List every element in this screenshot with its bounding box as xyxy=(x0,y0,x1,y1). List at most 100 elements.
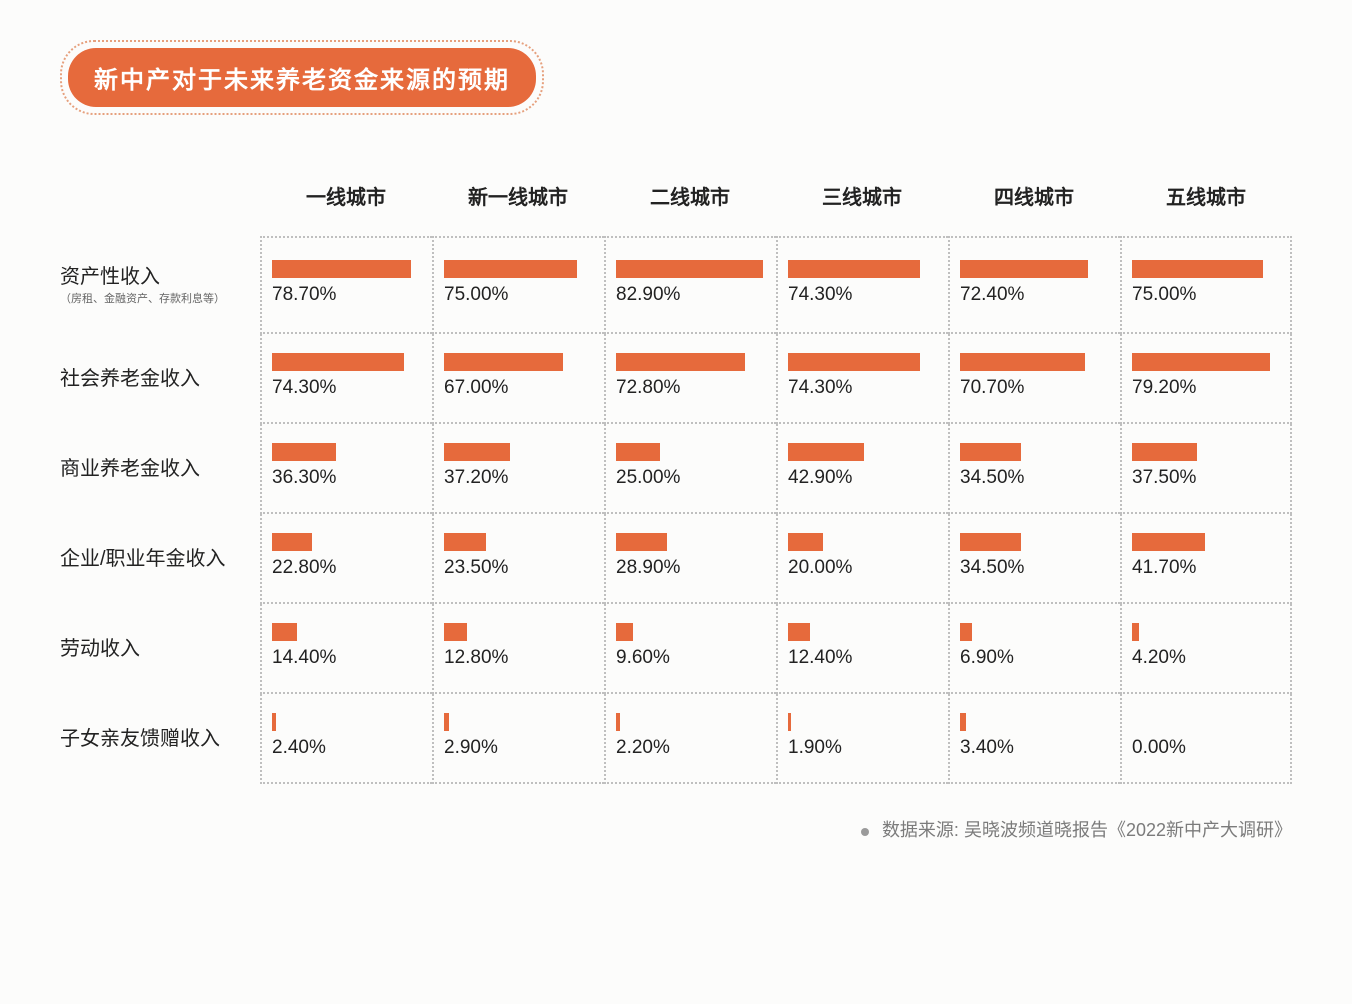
data-cell: 72.40% xyxy=(948,236,1120,334)
data-row: 商业养老金收入 36.30% 37.20% 25.00% 42.90% 34.50% 37.… xyxy=(60,424,1292,514)
bar xyxy=(788,533,823,551)
bar-track xyxy=(272,443,422,461)
data-cell: 6.90% xyxy=(948,604,1120,694)
data-cell: 82.90% xyxy=(604,236,776,334)
bar-track xyxy=(960,443,1110,461)
data-cell: 72.80% xyxy=(604,334,776,424)
source-text: 吴晓波频道晓报告《2022新中产大调研》 xyxy=(964,820,1292,840)
percent-value: 75.00% xyxy=(1132,284,1280,306)
percent-value: 0.00% xyxy=(1132,737,1280,759)
row-label: 企业/职业年金收入 xyxy=(60,514,260,604)
bar xyxy=(1132,533,1205,551)
column-headers: 一线城市新一线城市二线城市三线城市四线城市五线城市 xyxy=(60,163,1292,232)
bar-track xyxy=(616,260,766,278)
bar-track xyxy=(272,623,422,641)
data-cell: 74.30% xyxy=(776,236,948,334)
bar xyxy=(444,353,563,371)
percent-value: 22.80% xyxy=(272,557,422,579)
row-sublabel: （房租、金融资产、存款利息等） xyxy=(60,292,250,306)
bar-track xyxy=(960,353,1110,371)
bar-track xyxy=(1132,443,1280,461)
percent-value: 74.30% xyxy=(272,377,422,399)
bar xyxy=(1132,623,1139,641)
row-label: 劳动收入 xyxy=(60,604,260,694)
row-label: 资产性收入 （房租、金融资产、存款利息等） xyxy=(60,236,260,334)
data-cell: 2.90% xyxy=(432,694,604,784)
bar xyxy=(272,260,411,278)
bar-track xyxy=(444,623,594,641)
data-cell: 37.50% xyxy=(1120,424,1292,514)
bar-track xyxy=(616,353,766,371)
bar-track xyxy=(1132,623,1280,641)
bar xyxy=(960,443,1021,461)
percent-value: 75.00% xyxy=(444,284,594,306)
bar-track xyxy=(788,623,938,641)
percent-value: 25.00% xyxy=(616,467,766,489)
data-cell: 74.30% xyxy=(776,334,948,424)
bar-track xyxy=(272,353,422,371)
column-header: 四线城市 xyxy=(948,163,1120,232)
bar-track xyxy=(616,443,766,461)
bar-track xyxy=(616,623,766,641)
percent-value: 79.20% xyxy=(1132,377,1280,399)
data-row: 企业/职业年金收入 22.80% 23.50% 28.90% 20.00%34.50% 4… xyxy=(60,514,1292,604)
data-row: 劳动收入14.40%12.80%9.60%12.40%6.90%4.20% xyxy=(60,604,1292,694)
bar-track xyxy=(788,533,938,551)
column-header: 二线城市 xyxy=(604,163,776,232)
percent-value: 14.40% xyxy=(272,647,422,669)
bar xyxy=(788,713,791,731)
bar xyxy=(960,533,1021,551)
bar xyxy=(788,353,920,371)
data-cell: 34.50% xyxy=(948,514,1120,604)
title-outline: 新中产对于未来养老资金来源的预期 xyxy=(60,40,544,115)
data-source: 数据来源: 吴晓波频道晓报告《2022新中产大调研》 xyxy=(60,816,1292,842)
percent-value: 41.70% xyxy=(1132,557,1280,579)
data-cell: 12.80% xyxy=(432,604,604,694)
row-label-text: 资产性收入 xyxy=(60,264,250,290)
percent-value: 6.90% xyxy=(960,647,1110,669)
bar-track xyxy=(1132,533,1280,551)
bar-track xyxy=(616,713,766,731)
bar xyxy=(444,260,577,278)
bar xyxy=(1132,443,1197,461)
bar-track xyxy=(272,713,422,731)
data-cell: 75.00% xyxy=(432,236,604,334)
data-row: 社会养老金收入74.30%67.00%72.80%74.30%70.70%79.… xyxy=(60,334,1292,424)
percent-value: 37.20% xyxy=(444,467,594,489)
percent-value: 37.50% xyxy=(1132,467,1280,489)
data-cell: 34.50% xyxy=(948,424,1120,514)
column-header: 新一线城市 xyxy=(432,163,604,232)
bar xyxy=(788,623,810,641)
bar-track xyxy=(960,713,1110,731)
percent-value: 12.80% xyxy=(444,647,594,669)
data-cell: 36.30% xyxy=(260,424,432,514)
percent-value: 23.50% xyxy=(444,557,594,579)
percent-value: 74.30% xyxy=(788,377,938,399)
percent-value: 72.80% xyxy=(616,377,766,399)
column-header: 五线城市 xyxy=(1120,163,1292,232)
bar-track xyxy=(788,353,938,371)
bar xyxy=(788,443,864,461)
data-cell: 75.00% xyxy=(1120,236,1292,334)
rows-container: 资产性收入（房租、金融资产、存款利息等）78.70%75.00%82.90%74… xyxy=(60,236,1292,784)
bar-track xyxy=(444,260,594,278)
row-label-text: 商业养老金收入 xyxy=(60,456,250,482)
row-label-text: 劳动收入 xyxy=(60,636,250,662)
percent-value: 34.50% xyxy=(960,467,1110,489)
data-cell: 12.40% xyxy=(776,604,948,694)
bar-track xyxy=(1132,353,1280,371)
bar xyxy=(272,533,312,551)
percent-value: 74.30% xyxy=(788,284,938,306)
data-cell: 20.00% xyxy=(776,514,948,604)
data-cell: 4.20% xyxy=(1120,604,1292,694)
bar xyxy=(444,533,486,551)
data-cell: 2.40% xyxy=(260,694,432,784)
percent-value: 4.20% xyxy=(1132,647,1280,669)
bullet-icon xyxy=(861,828,869,836)
percent-value: 42.90% xyxy=(788,467,938,489)
bar-track xyxy=(444,443,594,461)
bar xyxy=(616,533,667,551)
bar-track xyxy=(616,533,766,551)
bar-track xyxy=(960,260,1110,278)
percent-value: 28.90% xyxy=(616,557,766,579)
